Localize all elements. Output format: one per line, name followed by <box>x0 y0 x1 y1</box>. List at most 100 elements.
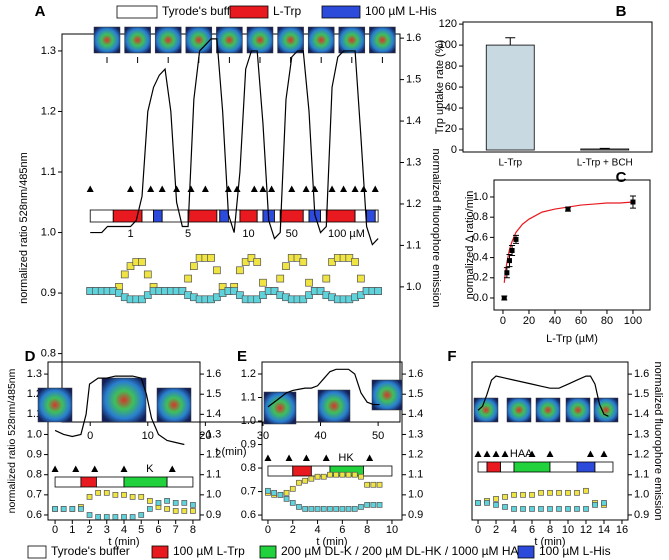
data-square <box>529 506 535 512</box>
data-square <box>265 487 271 494</box>
data-square <box>351 471 358 478</box>
data-square <box>247 253 256 262</box>
y-tick-label: 60 <box>445 81 457 93</box>
protocol-segment <box>366 209 376 223</box>
data-point <box>501 295 507 301</box>
data-square <box>333 506 340 512</box>
data-square <box>328 258 336 266</box>
fit-curve <box>503 201 634 283</box>
panel-letter: F <box>447 348 456 365</box>
cell-image <box>593 397 619 423</box>
image-marker <box>366 454 374 461</box>
protocol-segment <box>325 209 356 223</box>
legend-swatch <box>27 545 47 559</box>
y-tick-label: 0.8 <box>241 462 256 474</box>
y-axis-label: normalized ratio 528nm/485nm <box>18 152 30 304</box>
y-tick-label: 0.9 <box>206 509 221 521</box>
image-marker <box>288 185 296 192</box>
image-marker <box>586 450 594 457</box>
y-tick-label: 0.8 <box>473 211 488 223</box>
y-tick-label: 1.3 <box>634 428 649 440</box>
data-square <box>115 289 123 297</box>
trace-line <box>267 368 380 408</box>
protocol-segment <box>80 476 97 488</box>
legend-label: 200 µM DL-K / 200 µM DL-HK / 1000 µM HAA <box>281 544 527 558</box>
image-marker <box>474 450 482 457</box>
data-square <box>493 496 499 502</box>
data-square <box>502 504 508 510</box>
data-square <box>241 258 250 266</box>
protocol-segment <box>219 209 229 223</box>
image-marker <box>224 185 232 192</box>
y2-axis-label: normalized fluorophore emission <box>652 362 664 521</box>
protocol-segment <box>374 209 379 223</box>
cell-image <box>307 26 335 54</box>
data-square <box>253 295 262 304</box>
data-square <box>138 512 145 518</box>
protocol-segment <box>274 209 281 223</box>
cell-image <box>473 397 499 423</box>
data-square <box>565 489 571 496</box>
image-marker <box>492 450 500 457</box>
y-tick-label: 0.9 <box>408 509 423 521</box>
x-tick-label: 6 <box>155 524 161 536</box>
y-tick-label: 0.6 <box>473 231 488 243</box>
x-tick-label: 100 <box>624 315 642 327</box>
data-square <box>322 274 331 283</box>
protocol-segment <box>256 209 264 223</box>
data-square <box>60 506 67 512</box>
data-square <box>345 253 354 262</box>
bar <box>485 44 535 151</box>
protocol-segment <box>513 461 551 473</box>
image-marker <box>600 450 608 457</box>
protocol-segment <box>166 476 194 488</box>
data-square <box>95 489 101 496</box>
cell-image <box>263 391 297 425</box>
protocol-segment <box>279 209 304 223</box>
panel-letter: E <box>237 348 247 365</box>
data-square <box>213 293 221 302</box>
x-tick-label: 0 <box>52 524 58 536</box>
data-square <box>283 496 290 502</box>
protocol-segment <box>239 209 258 223</box>
x-tick-label: L-Trp + BCH <box>577 158 633 169</box>
data-square <box>547 489 553 496</box>
y-axis-label: Trp uptake rate (%) <box>434 40 446 134</box>
data-square <box>592 502 598 508</box>
data-square <box>547 506 553 512</box>
protocol-segment <box>486 461 501 473</box>
trace-line <box>90 38 379 246</box>
legend-label: 100 µM L-Trp <box>173 544 245 558</box>
data-square <box>293 253 302 262</box>
protocol-segment <box>363 465 393 477</box>
protocol-segment <box>187 209 218 223</box>
x-axis-label: t (min) <box>108 536 139 548</box>
data-square <box>86 512 93 518</box>
y-tick-label: 1.2 <box>41 105 56 117</box>
data-square <box>172 500 179 506</box>
y-tick-label: 1.5 <box>634 388 649 400</box>
data-square <box>314 506 321 512</box>
data-square <box>370 481 377 488</box>
cell-image <box>317 389 351 423</box>
data-square <box>583 506 589 512</box>
protocol-label: 100 µM <box>328 228 365 240</box>
data-square <box>493 502 499 508</box>
legend-label: 100 µM L-His <box>539 544 611 558</box>
data-square <box>475 500 481 506</box>
cell-image <box>535 397 561 423</box>
y-tick-label: 1.0 <box>41 226 56 238</box>
data-square <box>364 481 371 488</box>
y-tick-label: 1.2 <box>408 448 423 460</box>
image-marker <box>86 185 94 192</box>
y-tick-label: 0.6 <box>241 509 256 521</box>
data-square <box>230 287 239 295</box>
image-marker <box>501 450 509 457</box>
x-tick-label: 50 <box>372 430 384 442</box>
plot-frame <box>493 179 651 311</box>
image-marker <box>351 185 359 192</box>
cell-image <box>565 397 591 423</box>
image-marker <box>250 185 258 192</box>
data-square <box>339 471 346 478</box>
data-square <box>143 270 152 279</box>
